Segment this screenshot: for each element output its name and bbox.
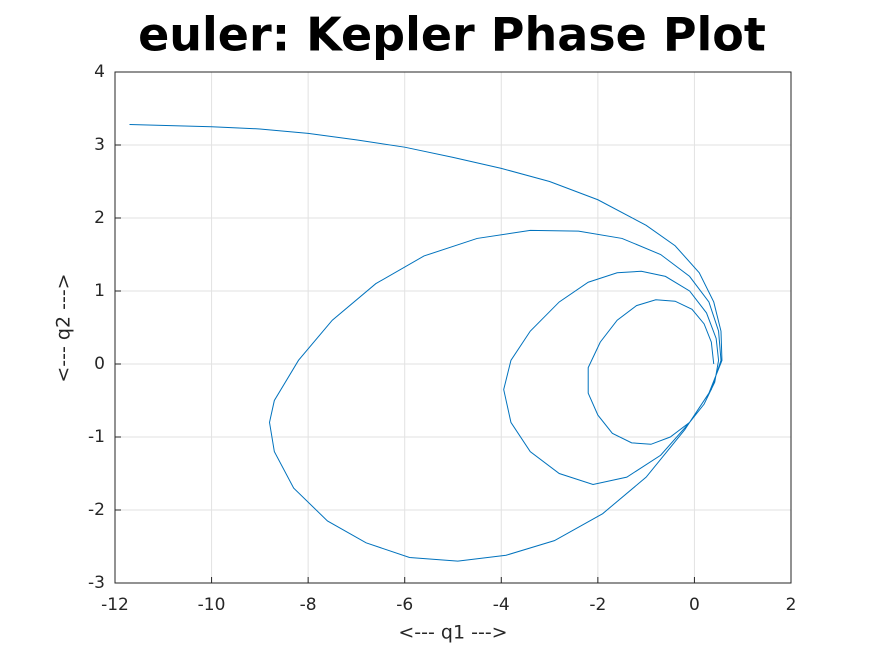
y-axis-label: <--- q2 ---> xyxy=(53,273,75,382)
trajectory xyxy=(129,124,723,562)
x-tick-label: -2 xyxy=(589,595,606,615)
x-tick-label: 2 xyxy=(786,595,797,615)
x-tick-label: 0 xyxy=(689,595,700,615)
x-axis-label: <--- q1 ---> xyxy=(398,622,507,644)
y-tick-label: 4 xyxy=(94,62,105,82)
y-tick-label: 3 xyxy=(94,135,105,155)
y-tick-label: 1 xyxy=(94,281,105,301)
y-tick-label: -3 xyxy=(88,573,105,593)
y-tick-label: 0 xyxy=(94,354,105,374)
y-tick-label: -1 xyxy=(88,427,105,447)
x-tick-label: -8 xyxy=(300,595,317,615)
x-tick-label: -6 xyxy=(396,595,413,615)
y-tick-label: -2 xyxy=(88,500,105,520)
y-tick-label: 2 xyxy=(94,208,105,228)
plot-frame xyxy=(114,71,792,584)
x-tick-label: -4 xyxy=(493,595,510,615)
chart-title: euler: Kepler Phase Plot xyxy=(138,8,766,62)
x-tick-label: -10 xyxy=(198,595,226,615)
x-tick-label: -12 xyxy=(101,595,129,615)
